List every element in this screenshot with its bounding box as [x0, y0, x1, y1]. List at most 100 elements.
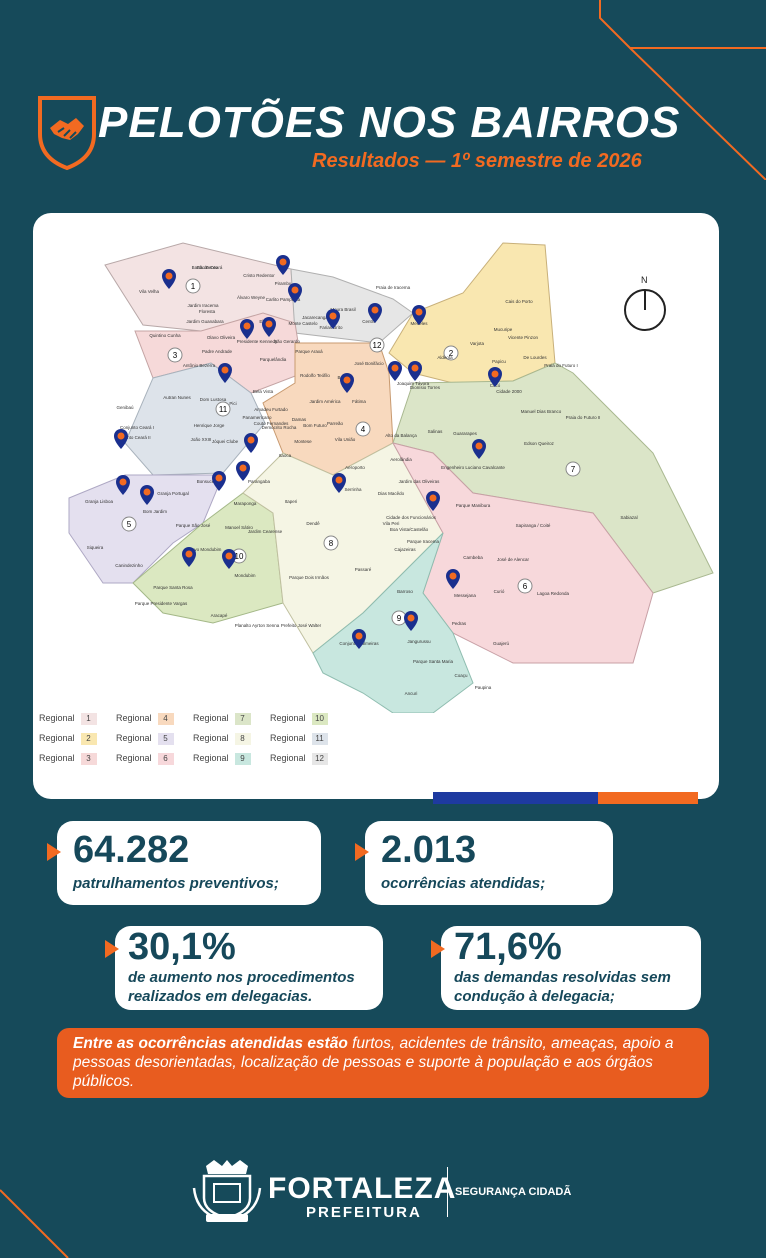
note-bold: Entre as ocorrências atendidas estão: [73, 1035, 348, 1052]
neighborhood-label: Mucuripe: [494, 327, 513, 332]
map-pin-dot: [185, 550, 193, 558]
neighborhood-label: Pirambu: [275, 281, 292, 286]
region-number-label: 8: [329, 539, 334, 548]
neighborhood-label: Carlito Pamplona: [266, 297, 301, 302]
note-text: furtos, acidentes de trânsito, ameaças, …: [73, 1035, 674, 1090]
stat-value: 71,6%: [454, 926, 562, 968]
legend-item: Regional 5: [116, 733, 174, 745]
neighborhood-label: Manoel Sátiro: [225, 525, 253, 530]
region-number-label: 10: [235, 552, 244, 561]
neighborhood-label: Vicente Pinzon: [508, 335, 538, 340]
legend-item: Regional 11: [270, 733, 328, 745]
neighborhood-label: Padre Andrade: [202, 349, 233, 354]
neighborhood-label: Maraponga: [234, 501, 257, 506]
neighborhood-label: Itaoca: [279, 453, 292, 458]
neighborhood-label: Dionísio Torres: [410, 385, 441, 390]
legend-item: Regional 9: [193, 753, 251, 765]
arrow-icon: [47, 843, 61, 861]
stat-card-occurrences: 2.013 ocorrências atendidas;: [355, 821, 613, 905]
neighborhood-label: Moura Brasil: [330, 307, 355, 312]
legend-item: Regional 2: [39, 733, 97, 745]
neighborhood-label: Quintino Cunha: [149, 333, 181, 338]
legend-label: Regional: [39, 713, 75, 723]
neighborhood-label: Fátima: [352, 399, 366, 404]
neighborhood-label: Aeroporto: [345, 465, 365, 470]
neighborhood-label: Monte Castelo: [288, 321, 318, 326]
neighborhood-label: Parque Manibura: [456, 503, 491, 508]
stat-label-line2: realizados em delegacias.: [128, 988, 313, 1005]
neighborhood-label: Autran Nunes: [163, 395, 191, 400]
arrow-icon: [355, 843, 369, 861]
neighborhood-label: Lagoa Redonda: [537, 591, 570, 596]
neighborhood-label: Sapiranga / Coité: [516, 523, 551, 528]
neighborhood-label: Cristo Redentor: [243, 273, 275, 278]
neighborhood-label: São Bento: [196, 265, 218, 270]
neighborhood-label: Demócrito Rocha: [262, 425, 297, 430]
map-pin-dot: [491, 370, 499, 378]
stat-value: 2.013: [381, 829, 477, 871]
neighborhood-label: Vila Peri: [383, 521, 400, 526]
neighborhood-label: Bom Futuro: [303, 423, 327, 428]
legend-label: Regional: [193, 733, 229, 743]
neighborhood-label: Pici: [229, 401, 236, 406]
neighborhood-label: Boa Vista/Castelão: [390, 527, 429, 532]
neighborhood-label: Parque São José: [176, 523, 211, 528]
neighborhood-label: Guararapes: [453, 431, 478, 436]
neighborhood-label: Parque Santa Maria: [413, 659, 454, 664]
neighborhood-label: Engenheiro Luciano Cavalcante: [441, 465, 505, 470]
region-number-marker: [517, 578, 533, 594]
stat-card-procedures: 30,1% de aumento nos procedimentos reali…: [105, 926, 383, 1010]
legend-label: Regional: [193, 713, 229, 723]
stat-label-line1: de aumento nos procedimentos: [128, 969, 355, 986]
neighborhood-label: Varjota: [470, 341, 484, 346]
neighborhood-label: Presidente Kennedy: [237, 339, 278, 344]
legend-label: Regional: [270, 733, 306, 743]
neighborhood-label: De Lourdes: [523, 355, 547, 360]
neighborhood-label: Centro: [362, 319, 376, 324]
neighborhood-label: Jardim Cearense: [248, 529, 283, 534]
neighborhood-label: Alto da Balança: [385, 433, 417, 438]
neighborhood-label: Antônio Bezerra: [183, 363, 216, 368]
compass-north-label: N: [641, 275, 648, 285]
stat-label: patrulhamentos preventivos;: [73, 875, 279, 892]
neighborhood-label: Parque Dois Irmãos: [289, 575, 330, 580]
region-number-label: 1: [191, 282, 196, 291]
neighborhood-label: Joaquim Távora: [397, 381, 430, 386]
neighborhood-label: Curió: [494, 589, 505, 594]
region-number-marker: [565, 461, 581, 477]
map-pin-dot: [391, 364, 399, 372]
region-number-label: 11: [219, 405, 228, 414]
neighborhood-label: Parque Iracema: [407, 539, 440, 544]
neighborhood-label: Parque Santa Rosa: [153, 585, 193, 590]
legend-item: Regional 10: [270, 713, 328, 725]
region-number-label: 12: [373, 341, 382, 350]
arrow-icon: [431, 940, 445, 958]
footer-subbrand: PREFEITURA: [306, 1204, 422, 1221]
region-number-marker: [185, 278, 201, 294]
neighborhood-label: Planalto Ayrton Senna: [235, 623, 280, 628]
legend-swatch: 4: [157, 713, 174, 725]
neighborhood-label: Jóquei Clube: [212, 439, 239, 444]
city-crest-icon: [192, 1160, 262, 1222]
region-12: [290, 268, 414, 344]
neighborhood-label: Ancuri: [405, 691, 418, 696]
neighborhood-label: Parque Araxá: [295, 349, 323, 354]
neighborhood-label: Coaçu: [454, 673, 468, 678]
region-number-marker: [121, 516, 137, 532]
page-title: PELOTÕES NOS BAIRROS: [98, 98, 681, 147]
map-pin-dot: [335, 476, 343, 484]
neighborhood-label: Couto Fernandes: [254, 421, 290, 426]
neighborhood-label: Aldeota: [437, 355, 453, 360]
neighborhood-label: São Gerardo: [274, 339, 300, 344]
legend-item: Regional 7: [193, 713, 251, 725]
legend-label: Regional: [116, 733, 152, 743]
stat-card-patrols: 64.282 patrulhamentos preventivos;: [47, 821, 321, 905]
neighborhood-label: Praia do Futuro I: [544, 363, 578, 368]
neighborhood-label: Prefeito José Walter: [281, 623, 322, 628]
legend-label: Regional: [39, 753, 75, 763]
neighborhood-label: Parangaba: [248, 479, 271, 484]
accent-bar-orange: [598, 792, 698, 804]
region-9: [312, 532, 474, 713]
map-pin-dot: [407, 614, 415, 622]
